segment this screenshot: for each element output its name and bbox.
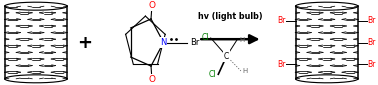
Text: C: C — [224, 52, 229, 61]
Text: Br: Br — [367, 16, 376, 25]
Text: Cl: Cl — [209, 70, 217, 79]
Text: Cl: Cl — [201, 33, 209, 42]
Text: O: O — [149, 1, 155, 10]
Text: +: + — [77, 33, 93, 52]
Text: Br: Br — [190, 38, 199, 47]
Text: Br: Br — [278, 16, 286, 25]
Text: O: O — [149, 75, 155, 84]
Text: H: H — [239, 37, 244, 43]
Text: Br: Br — [278, 60, 286, 69]
Text: N: N — [160, 38, 167, 47]
Text: H: H — [243, 68, 248, 74]
Text: Br: Br — [367, 38, 376, 47]
Text: hv (light bulb): hv (light bulb) — [198, 12, 263, 21]
Text: Br: Br — [367, 60, 376, 69]
